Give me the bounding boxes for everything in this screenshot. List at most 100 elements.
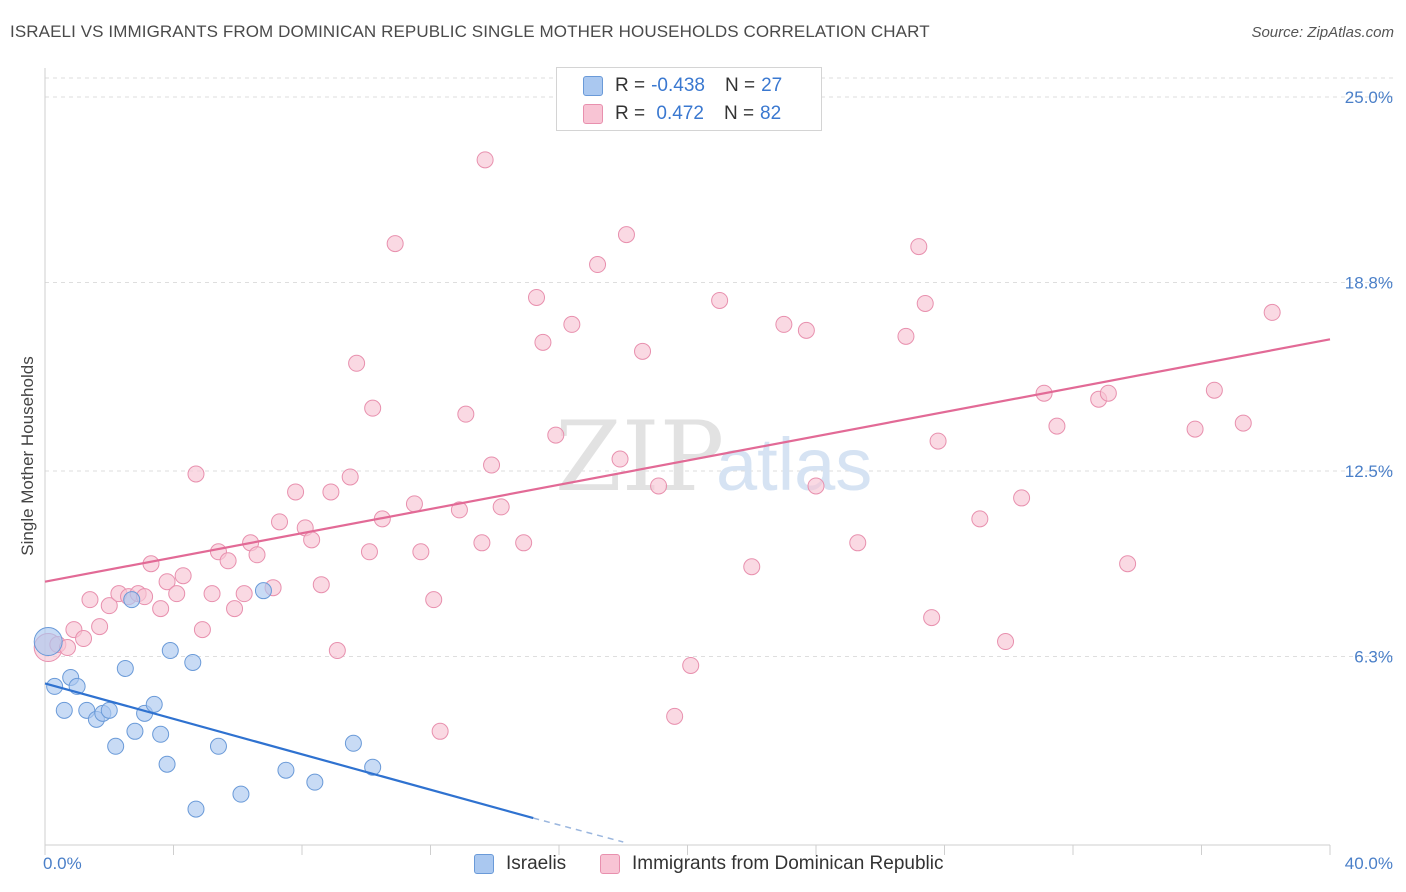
dominican-point <box>971 510 989 528</box>
axes <box>44 68 1331 855</box>
dominican-point <box>271 513 289 531</box>
dominican-point <box>929 432 947 450</box>
dominican-point <box>775 315 793 333</box>
dominican-point <box>476 151 494 169</box>
dominican-point <box>328 642 346 660</box>
x-tick-label: 0.0% <box>43 854 82 873</box>
bottom-legend-israelis: Israelis <box>474 852 566 876</box>
israeli-point <box>232 785 250 803</box>
dominican-point <box>100 597 118 615</box>
dominican-point <box>431 722 449 740</box>
dominican-point <box>797 321 815 339</box>
y-tick-label: 25.0% <box>1345 88 1393 107</box>
dominican-point <box>412 543 430 561</box>
dominican-point <box>322 483 340 501</box>
dominican-point <box>1013 489 1031 507</box>
dominican-point <box>405 495 423 513</box>
dominican-point <box>168 585 186 603</box>
israeli-point <box>107 737 125 755</box>
dominican-point <box>158 573 176 591</box>
y-tick-label: 12.5% <box>1345 462 1393 481</box>
legend-n-label: N = <box>724 75 756 96</box>
dominican-point <box>743 558 761 576</box>
legend-n-value: 27 <box>761 75 783 96</box>
dominican-point <box>386 235 404 253</box>
dominican-point <box>193 621 211 639</box>
dominican-point <box>634 342 652 360</box>
dominican-point <box>152 600 170 618</box>
dominican-point <box>81 591 99 609</box>
legend-r-value: -0.438 <box>651 75 705 96</box>
dominican-point <box>617 226 635 244</box>
legend-row-dominican: R = 0.472 N = 82 <box>583 102 781 126</box>
dominican-point <box>849 534 867 552</box>
dominican-trend-line <box>44 338 1331 583</box>
dominican-point <box>923 609 941 627</box>
dominican-point <box>341 468 359 486</box>
dominican-point <box>650 477 668 495</box>
dominican-point <box>910 238 928 256</box>
israeli-trend-line <box>44 682 534 820</box>
legend-n-label: N = <box>723 103 755 124</box>
dominican-point <box>547 426 565 444</box>
dominican-point <box>1186 420 1204 438</box>
watermark-zip: ZIP <box>555 401 724 513</box>
israeli-point <box>184 653 202 671</box>
gridlines <box>45 77 1395 658</box>
israeli-point <box>100 701 118 719</box>
pink-swatch-icon <box>600 854 620 874</box>
dominican-point <box>1234 414 1252 432</box>
dominican-point <box>312 576 330 594</box>
dominican-point <box>450 501 468 519</box>
dominican-point <box>187 465 205 483</box>
legend-r-label: R = <box>615 75 646 96</box>
dominican-point <box>174 567 192 585</box>
israeli-point <box>344 734 362 752</box>
dominican-point <box>348 354 366 372</box>
legend-r-value: 0.472 <box>651 103 704 124</box>
dominican-point <box>226 600 244 618</box>
dominican-point <box>997 633 1015 651</box>
dominican-point <box>425 591 443 609</box>
dominican-point <box>203 585 221 603</box>
dominican-point <box>563 315 581 333</box>
dominican-point <box>1119 555 1137 573</box>
blue-swatch-icon <box>583 76 603 96</box>
dominican-point <box>1048 417 1066 435</box>
y-tick-label: 6.3% <box>1354 648 1393 667</box>
dominican-point <box>248 546 266 564</box>
dominican-point <box>1263 303 1281 321</box>
dominican-point <box>528 288 546 306</box>
israeli-point <box>33 627 63 657</box>
dominican-point <box>360 543 378 561</box>
dominican-point <box>916 294 934 312</box>
dominican-point <box>235 585 253 603</box>
dominican-point <box>287 483 305 501</box>
israeli-point <box>158 755 176 773</box>
israeli-trend-extension <box>533 817 624 843</box>
israeli-point <box>187 800 205 818</box>
dominican-point <box>1099 384 1117 402</box>
dominican-point <box>611 450 629 468</box>
dominican-label: Immigrants from Dominican Republic <box>632 853 944 874</box>
watermark: ZIP atlas <box>555 401 872 513</box>
dominican-point <box>303 531 321 549</box>
dominican-point <box>666 707 684 725</box>
israeli-point <box>145 695 163 713</box>
dominican-point <box>1205 381 1223 399</box>
dominican-point <box>473 534 491 552</box>
source-label: Source: ZipAtlas.com <box>1251 24 1394 41</box>
blue-swatch-icon <box>474 854 494 874</box>
dominican-point <box>682 656 700 674</box>
israeli-point <box>123 591 141 609</box>
israeli-point <box>277 761 295 779</box>
dominican-point <box>897 327 915 345</box>
dominican-point <box>492 498 510 516</box>
pink-swatch-icon <box>583 104 603 124</box>
y-tick-label: 18.8% <box>1345 274 1393 293</box>
dominican-point <box>483 456 501 474</box>
israeli-point <box>254 582 272 600</box>
dominican-point <box>711 291 729 309</box>
watermark-atlas: atlas <box>716 423 872 506</box>
